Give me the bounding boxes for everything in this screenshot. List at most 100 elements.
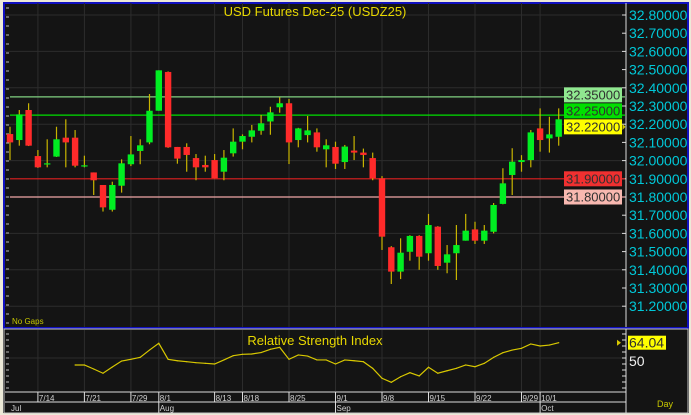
candle-down[interactable] bbox=[174, 146, 181, 159]
candle-up[interactable] bbox=[146, 110, 153, 143]
rsi-point bbox=[400, 376, 402, 378]
candle-up[interactable] bbox=[341, 146, 348, 163]
reference-line-label-bg bbox=[564, 189, 622, 205]
candle-down[interactable] bbox=[350, 150, 358, 153]
rsi-point bbox=[493, 356, 495, 358]
rsi-point bbox=[260, 351, 262, 354]
rsi-point bbox=[93, 368, 95, 370]
candle-down[interactable] bbox=[71, 137, 79, 166]
rsi-panel[interactable]: 64.04 50 bbox=[3, 328, 689, 414]
candle-down[interactable] bbox=[6, 134, 14, 143]
candle-up[interactable] bbox=[230, 141, 237, 154]
date-tick-label: 9/22 bbox=[476, 394, 492, 403]
candle-up[interactable] bbox=[509, 161, 516, 175]
candle-down[interactable] bbox=[471, 229, 479, 241]
rsi-point bbox=[167, 358, 169, 360]
candle-up[interactable] bbox=[443, 254, 451, 263]
candle-up[interactable] bbox=[425, 225, 432, 254]
candle-up[interactable] bbox=[220, 157, 228, 172]
candle-up[interactable] bbox=[155, 70, 162, 111]
candle-down[interactable] bbox=[434, 226, 441, 266]
price-tick-label: 31.60000 bbox=[629, 225, 688, 241]
candle-up[interactable] bbox=[499, 183, 507, 204]
reference-line-label-bg bbox=[564, 87, 622, 103]
rsi-tick-label: 50 bbox=[629, 353, 645, 369]
candle-down[interactable] bbox=[211, 160, 218, 179]
candle-up[interactable] bbox=[16, 114, 23, 141]
rsi-point bbox=[297, 354, 299, 356]
rsi-point bbox=[316, 359, 318, 361]
reference-line-label-bg bbox=[564, 171, 622, 187]
candle-up[interactable] bbox=[453, 245, 460, 254]
candle-up[interactable] bbox=[462, 230, 469, 241]
chart-background bbox=[3, 2, 689, 413]
rsi-point bbox=[121, 360, 123, 362]
candle-up[interactable] bbox=[518, 160, 525, 163]
rsi-point bbox=[381, 377, 383, 379]
rsi-point bbox=[139, 356, 141, 358]
rsi-point bbox=[204, 362, 206, 364]
candle-down[interactable] bbox=[388, 247, 395, 272]
candle-up[interactable] bbox=[397, 252, 404, 272]
candle-up[interactable] bbox=[127, 154, 135, 165]
candle-up[interactable] bbox=[53, 139, 60, 157]
rsi-point bbox=[176, 360, 178, 362]
candle-up[interactable] bbox=[555, 119, 562, 137]
rsi-point bbox=[325, 359, 327, 361]
candle-up[interactable] bbox=[81, 165, 88, 167]
rsi-point bbox=[474, 366, 476, 368]
candle-up[interactable] bbox=[137, 145, 144, 151]
date-tick-label: 7/14 bbox=[39, 394, 55, 403]
month-label: Oct bbox=[541, 404, 554, 413]
price-panel[interactable]: 32.80000 32.70000 32.60000 32.50000 32.40000… bbox=[3, 2, 689, 329]
candle-down[interactable] bbox=[378, 178, 386, 237]
candle-down[interactable] bbox=[536, 128, 544, 141]
candle-up[interactable] bbox=[481, 230, 488, 241]
candle-down[interactable] bbox=[164, 71, 172, 148]
candle-up[interactable] bbox=[118, 163, 125, 186]
candle-down[interactable] bbox=[34, 156, 42, 168]
candle-up[interactable] bbox=[44, 163, 51, 165]
candle-down[interactable] bbox=[25, 110, 32, 146]
candle-down[interactable] bbox=[313, 132, 321, 148]
last-price-arrow-icon bbox=[622, 123, 626, 130]
candle-up[interactable] bbox=[546, 134, 553, 139]
candle-down[interactable] bbox=[369, 158, 376, 179]
candle-down[interactable] bbox=[192, 158, 200, 168]
rsi-point bbox=[102, 372, 104, 374]
rsi-title: Relative Strength Index bbox=[247, 333, 383, 348]
candle-up[interactable] bbox=[490, 205, 497, 232]
candle-down[interactable] bbox=[285, 103, 293, 143]
candle-up[interactable] bbox=[109, 184, 116, 210]
rsi-point bbox=[362, 361, 364, 363]
candle-down[interactable] bbox=[416, 235, 423, 257]
candle-up[interactable] bbox=[257, 123, 265, 131]
reference-line-label: 31.80000 bbox=[566, 190, 620, 205]
candle-up[interactable] bbox=[267, 112, 274, 122]
rsi-point bbox=[158, 342, 160, 344]
rsi-point bbox=[483, 362, 485, 364]
candle-up[interactable] bbox=[248, 130, 255, 137]
candle-down[interactable] bbox=[360, 152, 367, 155]
candle-up[interactable] bbox=[304, 130, 311, 136]
rsi-point bbox=[520, 347, 523, 349]
candle-up[interactable] bbox=[276, 103, 283, 108]
reference-line-label: 31.90000 bbox=[566, 171, 620, 186]
date-tick-label: 8/25 bbox=[290, 394, 306, 403]
period-label[interactable]: Day bbox=[657, 399, 674, 409]
candle-down[interactable] bbox=[99, 184, 107, 208]
candle-up[interactable] bbox=[406, 235, 414, 252]
date-tick-label: 8/18 bbox=[244, 394, 260, 403]
candle-up[interactable] bbox=[239, 136, 246, 142]
candle-up[interactable] bbox=[323, 145, 330, 150]
candle-down[interactable] bbox=[183, 146, 190, 155]
candle-down[interactable] bbox=[90, 172, 97, 181]
candle-up[interactable] bbox=[527, 132, 534, 161]
candle-down[interactable] bbox=[202, 164, 209, 168]
candle-down[interactable] bbox=[332, 146, 339, 164]
candle-down[interactable] bbox=[62, 137, 69, 143]
date-tick-label: 7/21 bbox=[85, 394, 101, 403]
month-label: Jul bbox=[11, 404, 21, 413]
candle-up[interactable] bbox=[295, 128, 302, 141]
price-tick-label: 32.20000 bbox=[629, 116, 688, 132]
